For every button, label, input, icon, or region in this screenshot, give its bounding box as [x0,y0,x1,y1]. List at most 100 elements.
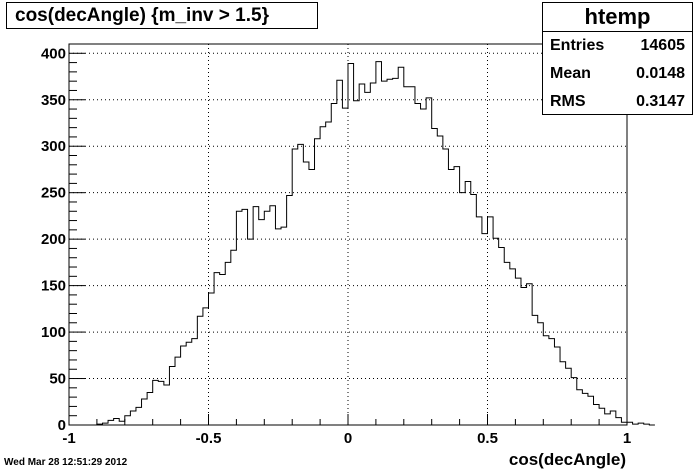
histogram-bar [404,87,410,425]
histogram-bar [381,81,387,425]
histogram-bar [454,167,460,425]
axis-ticks [68,43,628,426]
histogram-bar [114,418,120,425]
stats-value: 0.3147 [636,93,685,110]
x-axis-title: cos(decAngle) [508,450,626,469]
histogram-bar [326,122,332,425]
histogram-bar [331,103,337,425]
chart-title: cos(decAngle) {m_inv > 1.5} [6,2,318,29]
histogram-bar [298,144,304,425]
x-tick-labels: -1 -0.5 0 0.5 1 [62,430,631,447]
x-tick-label: 0.5 [477,430,498,447]
stats-label: RMS [550,93,586,110]
histogram-bar [448,169,454,425]
histogram-bar [181,346,187,425]
histogram-bar [142,399,148,425]
histogram-bar [588,396,594,425]
histogram-bar [482,234,488,425]
histogram-bar [231,250,237,425]
y-tick-label: 300 [41,138,66,155]
histogram-bar [504,262,510,425]
histogram-bar [175,357,181,425]
histogram-bar [376,62,382,425]
histogram-bars [97,62,649,425]
footer-date: Wed Mar 28 12:51:29 2012 [4,457,128,468]
histogram-bar [264,211,270,425]
histogram-bar [409,87,415,425]
y-tick-label: 250 [41,185,66,202]
histogram-bar [192,339,198,425]
histogram-bar [259,220,265,425]
y-tick-label: 400 [41,45,66,62]
histogram-bar [303,162,309,425]
histogram-bar [248,239,254,425]
histogram-bar [242,209,248,425]
stats-row-mean: Mean 0.0148 [543,60,692,88]
histogram-bar [337,80,343,425]
histogram-bar [315,139,321,425]
histogram-bar [225,262,231,425]
histogram-bar [203,308,209,425]
histogram-bar [538,323,544,425]
histogram-bar [359,84,365,425]
y-tick-label: 0 [58,417,66,434]
stats-row-entries: Entries 14605 [543,32,692,60]
histogram-bar [292,149,298,425]
histogram-bar [415,103,421,425]
y-tick-label: 200 [41,231,66,248]
histogram-bar [214,273,220,425]
histogram-bar [471,195,477,425]
histogram-bar [125,416,131,425]
histogram-bar [554,347,560,425]
histogram-bar [616,418,622,425]
stats-label: Entries [550,37,605,54]
histogram-bar [437,136,443,425]
histogram-bar [460,193,466,425]
histogram-bar [577,390,583,425]
histogram-bar [532,315,538,425]
histogram-bar [387,79,393,425]
y-tick-labels: 0 50 100 150 200 250 300 350 400 [41,45,66,434]
stats-row-rms: RMS 0.3147 [543,88,692,116]
histogram-bar [370,83,376,425]
histogram-bar [354,101,360,425]
histogram-bar [426,98,432,425]
histogram-bar [515,278,521,425]
y-tick-label: 50 [49,371,66,388]
histogram-bar [393,78,399,425]
histogram-bar [510,269,516,425]
histogram-bar [465,182,471,425]
histogram-bar [398,67,404,425]
y-tick-label: 150 [41,278,66,295]
histogram-outline [96,61,655,426]
x-tick-label: 1 [623,430,631,447]
stats-value: 0.0148 [636,65,685,82]
histogram-bar [476,217,482,425]
y-tick-label: 350 [41,92,66,109]
histogram-bar [432,129,438,425]
histogram-bar [342,108,348,425]
histogram-bar [499,248,505,425]
histogram-bar [136,407,142,425]
histogram-bar [220,274,226,425]
histogram-bar [582,393,588,425]
histogram-bar [164,385,170,425]
histogram-bar [108,420,114,425]
histogram-bar [169,366,175,425]
histogram-bar [594,405,600,425]
stats-box: htemp Entries 14605 Mean 0.0148 RMS 0.31… [542,2,693,115]
histogram-bar [421,109,427,425]
histogram-bar [527,284,533,425]
histogram-bar [119,421,125,425]
histogram-bar [309,169,315,425]
histogram-bar [130,411,136,425]
histogram-bar [320,127,326,425]
histogram-bar [209,293,215,425]
histogram-bar [599,408,605,425]
histogram-bar [275,229,281,425]
histogram-bar [197,316,203,425]
x-tick-label: -0.5 [196,430,222,447]
histogram-bar [605,414,611,425]
histogram-bar [158,381,164,425]
